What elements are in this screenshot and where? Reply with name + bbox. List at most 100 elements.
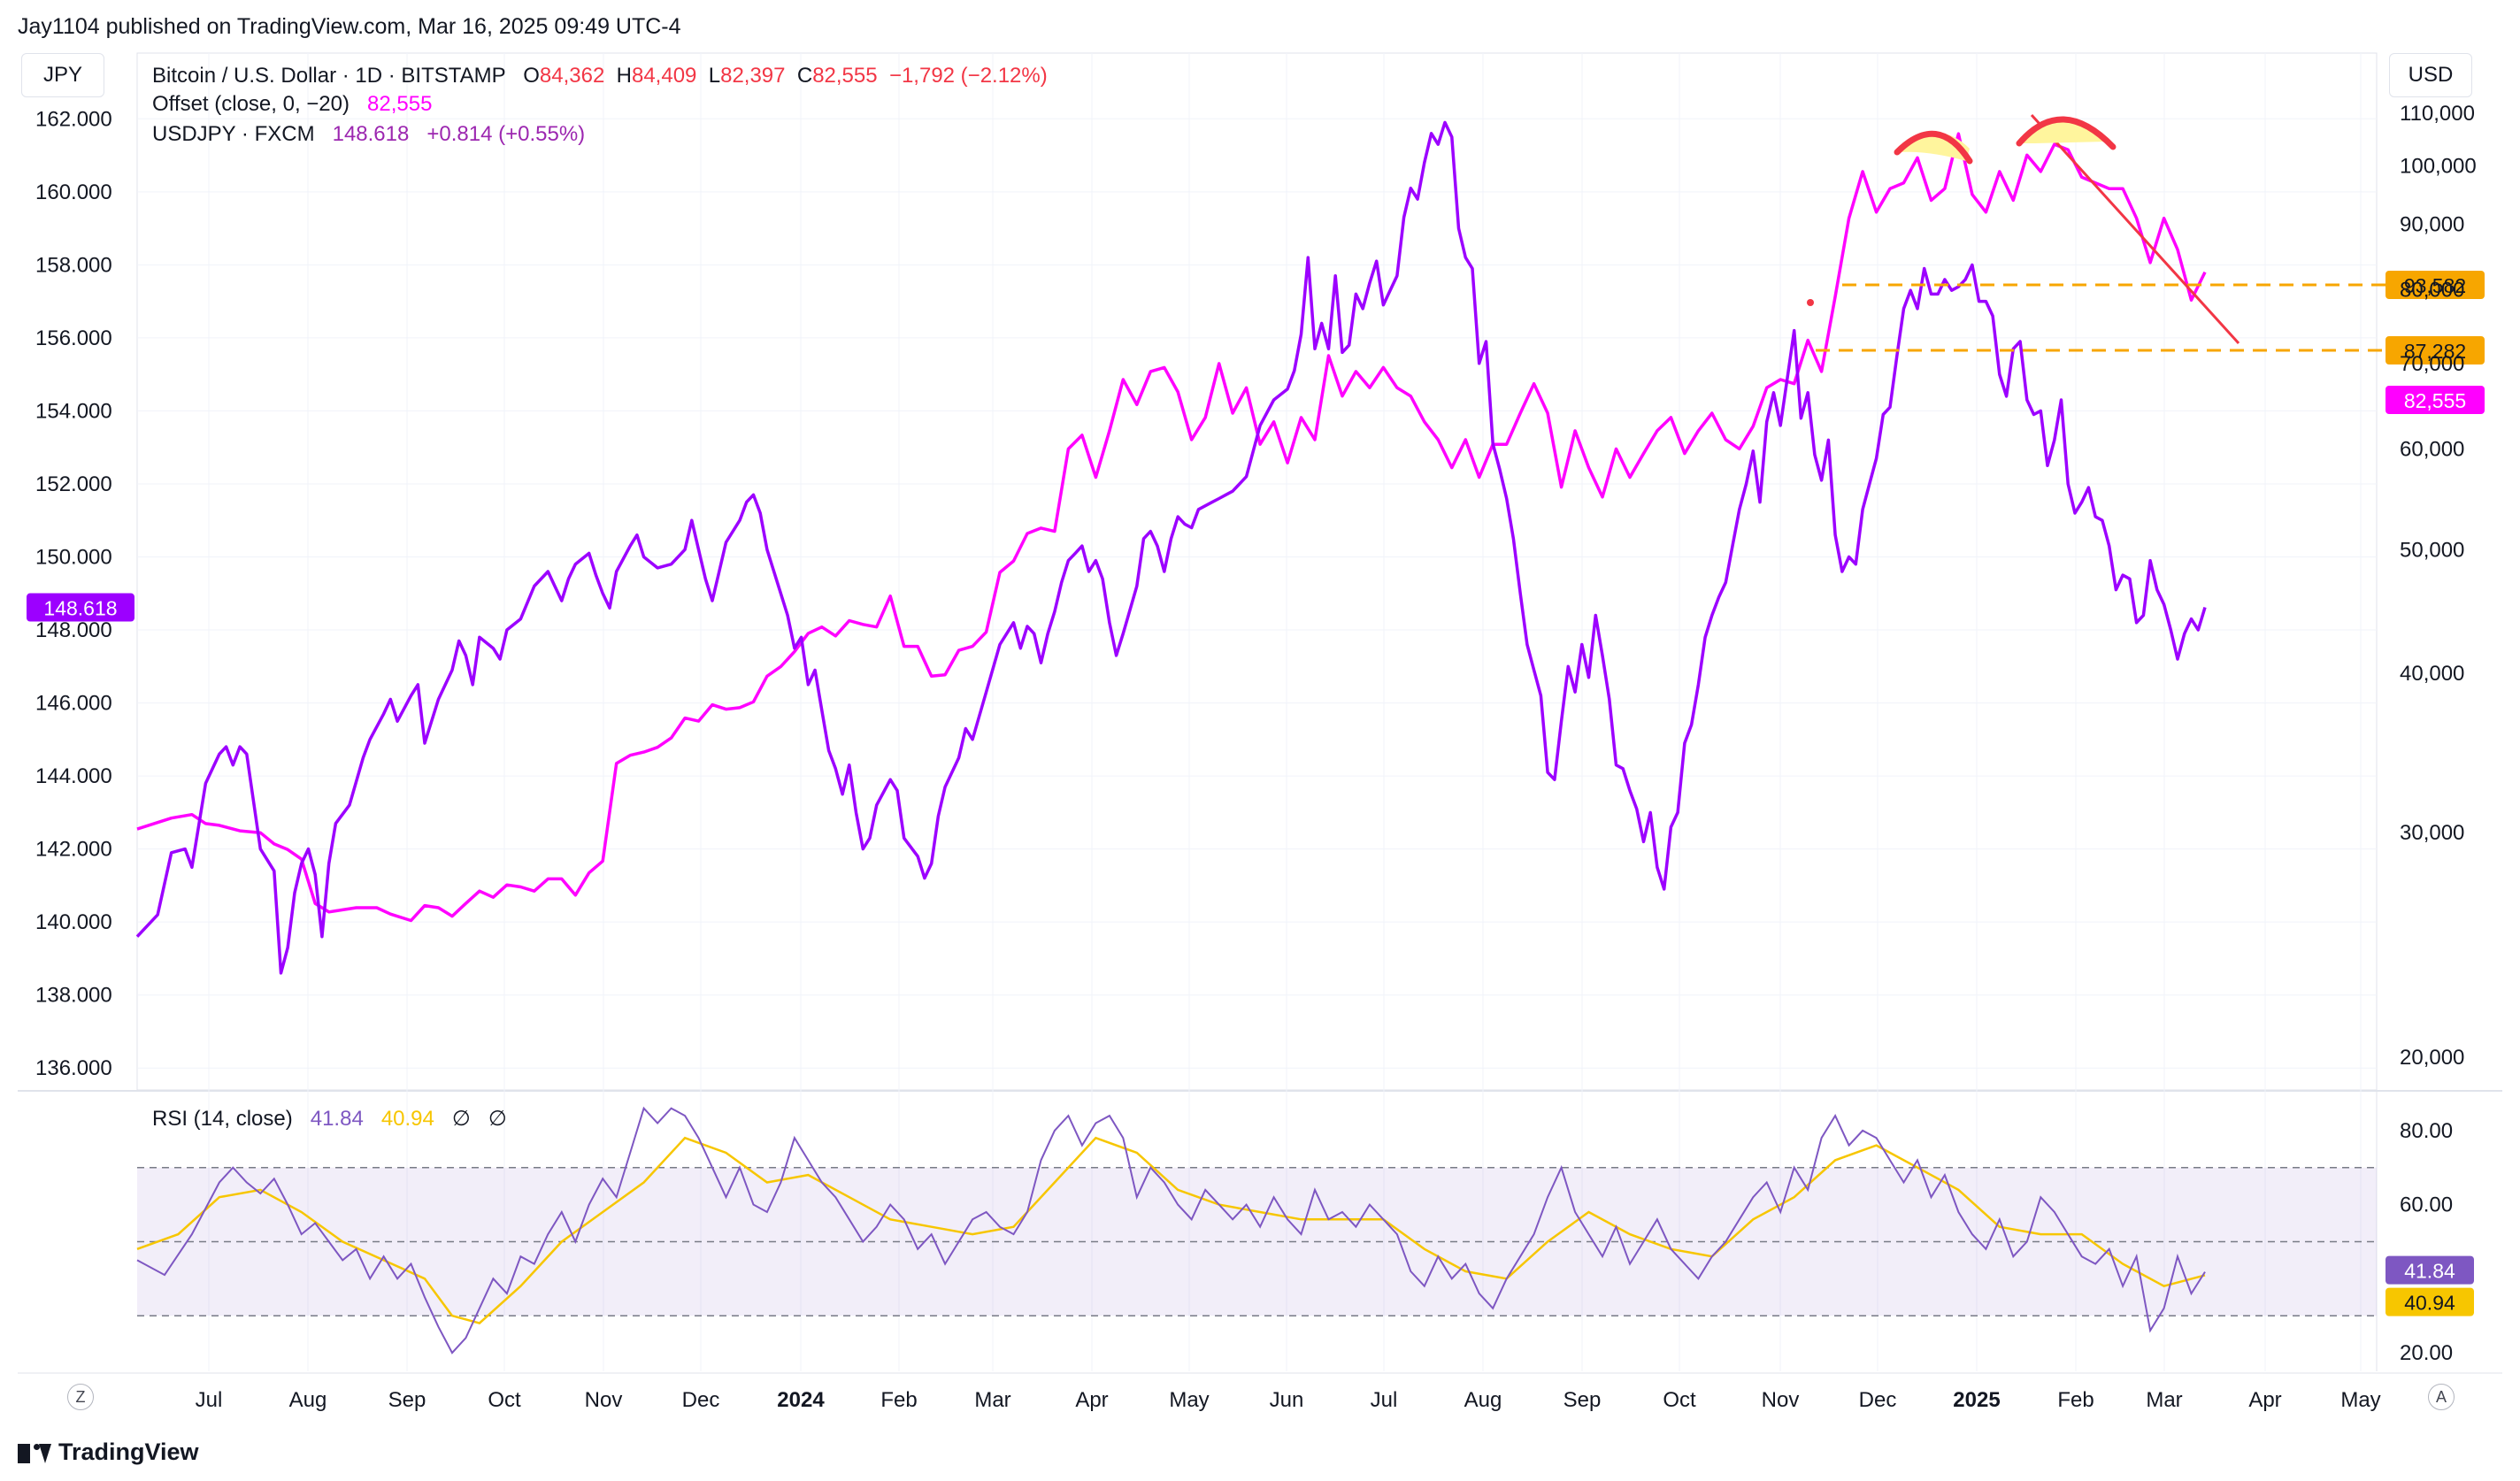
publish-line: Jay1104 published on TradingView.com, Ma… <box>18 14 681 39</box>
legend-btc-h-label: H <box>616 64 632 88</box>
legend-btc-c-label: C <box>796 64 813 88</box>
legend-usdjpy-change: +0.814 (+0.55%) <box>426 122 586 146</box>
right-axis-tick-label: 90,000 <box>2400 213 2464 237</box>
x-axis-tick-label: Feb <box>2057 1388 2094 1412</box>
legend-rsi-na-1: ∅ <box>451 1107 471 1131</box>
legend-rsi-name: RSI (14, close) <box>152 1107 293 1131</box>
left-axis-tick-label: 140.000 <box>35 910 112 934</box>
x-axis-tick-label: Sep <box>1563 1388 1602 1412</box>
legend-btc-close: 82,555 <box>812 64 878 88</box>
legend-usdjpy-name: USDJPY · FXCM <box>152 122 315 146</box>
legend-rsi-value: 41.84 <box>310 1107 364 1131</box>
right-axis-tick-label: 80,000 <box>2400 278 2464 302</box>
rsi-ma-last-value-label: 40.94 <box>2404 1292 2455 1315</box>
left-axis-tick-label: 152.000 <box>35 472 112 496</box>
main-panel-frame <box>136 52 2378 1091</box>
right-unit-label: USD <box>2408 63 2454 87</box>
annotation-layer: 93,582 87,282 <box>1807 113 2485 364</box>
marker-dot <box>1807 299 1814 306</box>
auto-scale-left-label: Z <box>75 1388 86 1406</box>
legend-btc-open: 84,362 <box>539 64 605 88</box>
x-axis-tick-label: Aug <box>289 1388 327 1412</box>
x-axis-tick-label: Dec <box>682 1388 720 1412</box>
right-axis-tick-label: 50,000 <box>2400 538 2464 562</box>
rsi-ma-line[interactable] <box>136 1136 2206 1324</box>
x-axis-tick-label: Feb <box>880 1388 917 1412</box>
left-axis-tick-label: 146.000 <box>35 692 112 716</box>
rsi-line[interactable] <box>136 1106 2206 1354</box>
left-axis-tick-label: 148.000 <box>35 618 112 642</box>
legend-rsi-na-2: ∅ <box>488 1107 507 1131</box>
legend-offset[interactable]: Offset (close, 0, −20) 82,555 <box>152 92 432 117</box>
level-tag-label: 87,282 <box>2404 340 2466 363</box>
level-tag <box>2386 271 2485 299</box>
legend-btc[interactable]: Bitcoin / U.S. Dollar · 1D · BITSTAMP O8… <box>152 64 1048 88</box>
left-axis-tick-label: 138.000 <box>35 984 112 1008</box>
x-axis-tick-label: Jul <box>1371 1388 1398 1412</box>
legend-btc-o-label: O <box>523 64 540 88</box>
auto-scale-right-label: A <box>2435 1388 2447 1406</box>
rsi-last-value-tag <box>2386 1255 2474 1285</box>
rsi-ma-last-value-tag <box>2386 1287 2474 1316</box>
arc-annotation-1[interactable] <box>1894 130 1973 165</box>
btc-offset-line[interactable] <box>136 132 2207 923</box>
x-axis-tick-label: 2025 <box>1953 1388 2000 1412</box>
right-axis-tick-label: 60,000 <box>2400 437 2464 461</box>
level-tag <box>2386 336 2485 364</box>
rsi-axis-tick-label: 20.00 <box>2400 1341 2453 1365</box>
x-axis-tick-label: Dec <box>1859 1388 1897 1412</box>
tradingview-logo[interactable]: TradingView <box>18 1439 199 1466</box>
x-axis-tick-label: Sep <box>388 1388 426 1412</box>
left-axis-tick-label: 160.000 <box>35 180 112 204</box>
btc-last-value-label: 82,555 <box>2404 389 2466 412</box>
right-axis-tick-label: 30,000 <box>2400 821 2464 845</box>
x-axis-tick-label: Aug <box>1464 1388 1502 1412</box>
x-axis-tick-label: Apr <box>2248 1388 2281 1412</box>
x-axis-tick-label: Jun <box>1270 1388 1304 1412</box>
right-axis-tick-label: 100,000 <box>2400 155 2477 179</box>
left-axis-tick-label: 162.000 <box>35 107 112 131</box>
x-axis-tick-label: Nov <box>1762 1388 1800 1412</box>
series-layer <box>135 120 2207 975</box>
x-axis-tick-label: Oct <box>488 1388 521 1412</box>
right-axis-tick-label: 40,000 <box>2400 662 2464 686</box>
x-axis-tick-label: Mar <box>2146 1388 2182 1412</box>
auto-scale-left-button[interactable]: Z <box>67 1384 94 1410</box>
legend-offset-name: Offset (close, 0, −20) <box>152 92 350 116</box>
left-axis-tick-label: 158.000 <box>35 253 112 277</box>
left-axis-tick-label: 144.000 <box>35 764 112 788</box>
x-axis-tick-label: Apr <box>1075 1388 1108 1412</box>
legend-btc-name: Bitcoin / U.S. Dollar · 1D · BITSTAMP <box>152 64 506 88</box>
legend-rsi[interactable]: RSI (14, close) 41.84 40.94 ∅ ∅ <box>152 1106 507 1132</box>
right-axis-tick-label: 110,000 <box>2400 102 2475 126</box>
left-axis-tick-label: 156.000 <box>35 326 112 350</box>
legend-btc-l-label: L <box>708 64 721 88</box>
usdjpy-last-value-label: 148.618 <box>43 597 117 620</box>
usdjpy-line[interactable] <box>135 120 2207 975</box>
left-axis-tick-label: 150.000 <box>35 545 112 569</box>
arc-annotation-2[interactable] <box>2016 116 2117 150</box>
rsi-last-value-label: 41.84 <box>2404 1260 2455 1283</box>
legend-usdjpy[interactable]: USDJPY · FXCM 148.618 +0.814 (+0.55%) <box>152 122 585 147</box>
legend-btc-low: 82,397 <box>720 64 786 88</box>
right-unit-button[interactable]: USD <box>2389 53 2472 97</box>
left-unit-button[interactable]: JPY <box>21 53 104 97</box>
x-axis-tick-label: 2024 <box>777 1388 825 1412</box>
axis-layer: 162.000 160.000 158.000 156.000 154.000 152.0… <box>27 102 2485 1412</box>
legend-btc-change: −1,792 (−2.12%) <box>888 64 1048 88</box>
rsi-panel <box>136 1106 2377 1354</box>
rsi-axis-tick-label: 80.00 <box>2400 1119 2453 1143</box>
legend-usdjpy-value: 148.618 <box>332 122 410 146</box>
left-axis-tick-label: 136.000 <box>35 1056 112 1080</box>
tradingview-logo-icon <box>18 1443 51 1463</box>
trend-line[interactable] <box>2030 113 2240 345</box>
right-axis-tick-label: 20,000 <box>2400 1046 2464 1070</box>
auto-scale-right-button[interactable]: A <box>2428 1384 2455 1410</box>
legend-btc-high: 84,409 <box>631 64 697 88</box>
left-unit-label: JPY <box>42 63 82 87</box>
x-axis-tick-label: Oct <box>1663 1388 1696 1412</box>
btc-last-value-tag <box>2386 386 2485 414</box>
x-axis-tick-label: Nov <box>585 1388 623 1412</box>
main-grid <box>18 52 2502 1374</box>
